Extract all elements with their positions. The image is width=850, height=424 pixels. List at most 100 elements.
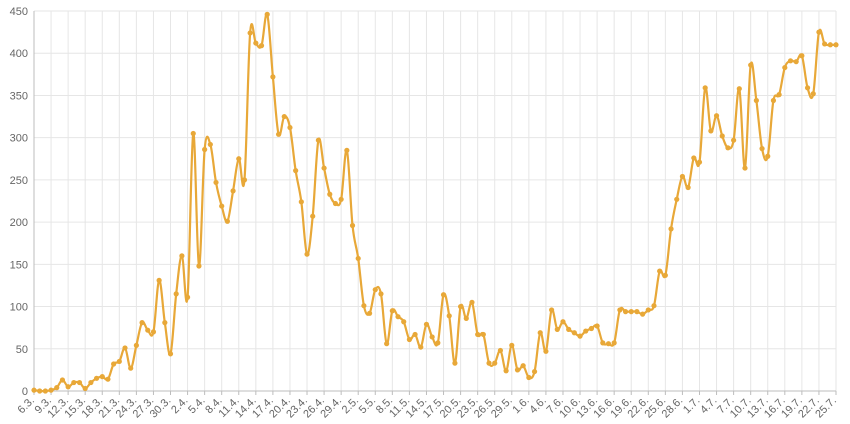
- data-point: [389, 308, 395, 314]
- data-point: [463, 315, 469, 321]
- data-point: [156, 277, 162, 283]
- data-point: [338, 196, 344, 202]
- data-point: [583, 328, 589, 334]
- data-point: [696, 159, 703, 165]
- data-point: [344, 147, 350, 153]
- data-point: [566, 326, 572, 332]
- data-point: [202, 146, 208, 153]
- data-point: [713, 113, 720, 119]
- data-point: [543, 348, 549, 354]
- data-point: [509, 342, 515, 348]
- data-point: [247, 30, 253, 36]
- data-point: [526, 374, 532, 381]
- data-point: [605, 341, 612, 347]
- data-point: [384, 341, 390, 347]
- data-point: [162, 320, 168, 326]
- data-point: [42, 388, 48, 394]
- data-point: [554, 326, 560, 332]
- data-point: [560, 319, 566, 325]
- data-point: [230, 188, 236, 194]
- data-point: [657, 268, 663, 274]
- y-tick-label: 250: [10, 175, 28, 187]
- data-point: [537, 330, 543, 336]
- data-point: [145, 327, 151, 333]
- data-point: [816, 29, 822, 35]
- y-tick-label: 400: [10, 48, 28, 60]
- data-point: [236, 156, 242, 162]
- data-point: [167, 351, 174, 357]
- data-point: [304, 251, 310, 257]
- x-axis: 6.3.9.3.12.3.15.3.18.3.21.3.24.3.27.3.30…: [16, 390, 839, 421]
- data-point: [99, 374, 105, 380]
- data-point: [378, 291, 384, 297]
- data-point: [150, 329, 157, 335]
- data-point: [736, 86, 742, 92]
- data-point: [71, 379, 77, 386]
- data-point: [395, 314, 401, 320]
- data-point: [651, 303, 657, 309]
- data-point: [793, 59, 799, 65]
- data-point: [520, 363, 526, 369]
- data-point: [600, 340, 606, 346]
- data-point: [804, 85, 811, 91]
- data-point: [514, 367, 521, 373]
- data-point: [458, 303, 464, 310]
- data-point: [128, 365, 134, 371]
- data-point: [219, 203, 225, 209]
- y-tick-label: 0: [22, 386, 28, 398]
- data-point: [253, 40, 259, 46]
- data-point: [207, 141, 213, 148]
- data-point: [685, 184, 691, 191]
- data-point: [475, 331, 481, 338]
- data-point: [196, 263, 202, 269]
- data-point: [361, 303, 367, 309]
- data-point: [440, 292, 447, 298]
- data-point: [503, 368, 509, 374]
- data-point: [822, 41, 828, 47]
- data-point: [497, 347, 504, 354]
- data-point: [37, 388, 43, 394]
- data-point: [742, 165, 748, 171]
- data-point: [810, 91, 816, 97]
- data-point: [628, 309, 634, 315]
- data-point: [332, 200, 339, 207]
- data-point: [531, 368, 538, 375]
- data-point: [65, 384, 71, 390]
- y-tick-label: 450: [10, 6, 28, 18]
- data-point: [549, 307, 555, 313]
- data-point: [759, 146, 765, 152]
- data-point: [674, 196, 680, 202]
- y-axis: 0 50 100 150 200 250 300 350 400 450: [10, 6, 35, 398]
- data-point: [293, 168, 299, 174]
- data-point: [48, 387, 54, 393]
- data-point: [446, 313, 452, 319]
- data-point: [776, 92, 782, 98]
- data-point: [173, 291, 179, 297]
- data-point: [435, 340, 441, 346]
- data-point: [787, 58, 794, 64]
- data-point: [702, 85, 708, 91]
- data-point: [708, 128, 714, 134]
- data-point: [782, 64, 788, 71]
- data-point: [719, 133, 725, 139]
- data-point: [54, 385, 60, 391]
- data-point: [241, 177, 248, 183]
- data-point: [679, 173, 686, 180]
- data-point: [179, 253, 185, 259]
- data-point: [82, 385, 88, 392]
- data-point: [571, 330, 577, 336]
- data-point: [116, 358, 122, 365]
- data-point: [588, 325, 595, 332]
- data-point: [310, 213, 316, 219]
- data-point: [184, 294, 191, 300]
- y-tick-label: 350: [10, 90, 28, 102]
- data-point: [355, 255, 361, 262]
- data-point: [748, 62, 754, 68]
- data-point: [452, 360, 458, 366]
- data-point: [264, 11, 270, 17]
- y-tick-label: 50: [16, 344, 28, 356]
- data-point: [799, 53, 805, 59]
- data-point: [76, 379, 83, 386]
- data-point: [731, 137, 737, 143]
